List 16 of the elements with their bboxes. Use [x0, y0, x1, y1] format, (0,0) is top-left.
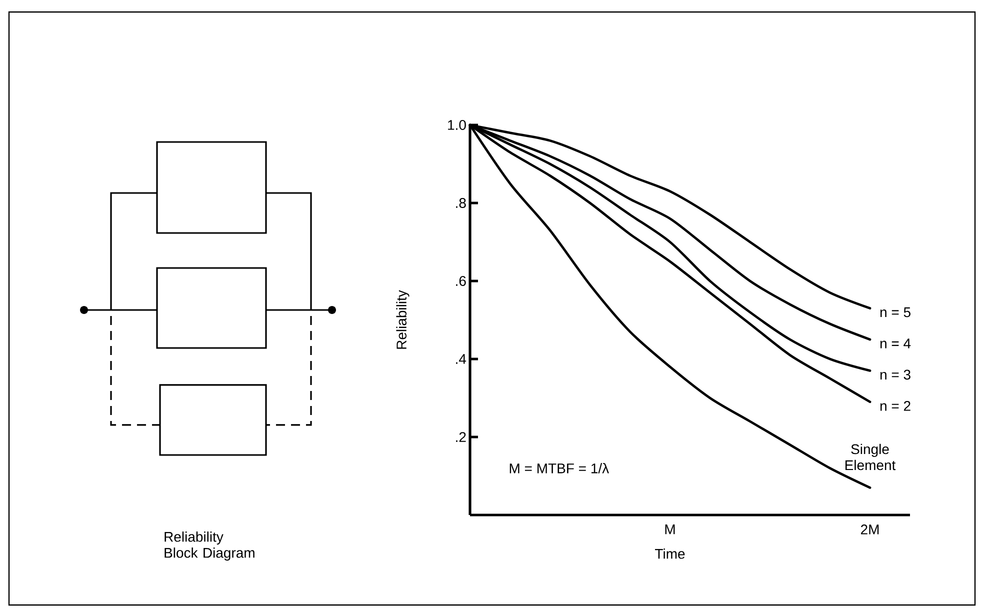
- y-tick-label: .4: [456, 354, 466, 364]
- series-label: n = 4: [880, 338, 911, 348]
- x-axis-title: Time: [655, 548, 685, 559]
- x-tick-label: 2M: [860, 524, 879, 534]
- y-tick-label: .6: [456, 276, 466, 286]
- y-tick-label: 1.0: [448, 120, 466, 130]
- y-axis-title: Reliability: [396, 290, 410, 349]
- series-label: n = 3: [880, 370, 910, 380]
- annotation: M = MTBF = 1/λ: [510, 463, 609, 474]
- series-label: n = 2: [880, 400, 910, 411]
- x-tick-label: M: [665, 524, 675, 534]
- y-tick-label: .2: [456, 432, 466, 442]
- text: Reliability Block Diagram: [164, 532, 254, 561]
- series-label: Single Element: [845, 444, 896, 470]
- y-tick-label: .8: [456, 198, 466, 208]
- series-label: n = 5: [880, 307, 910, 318]
